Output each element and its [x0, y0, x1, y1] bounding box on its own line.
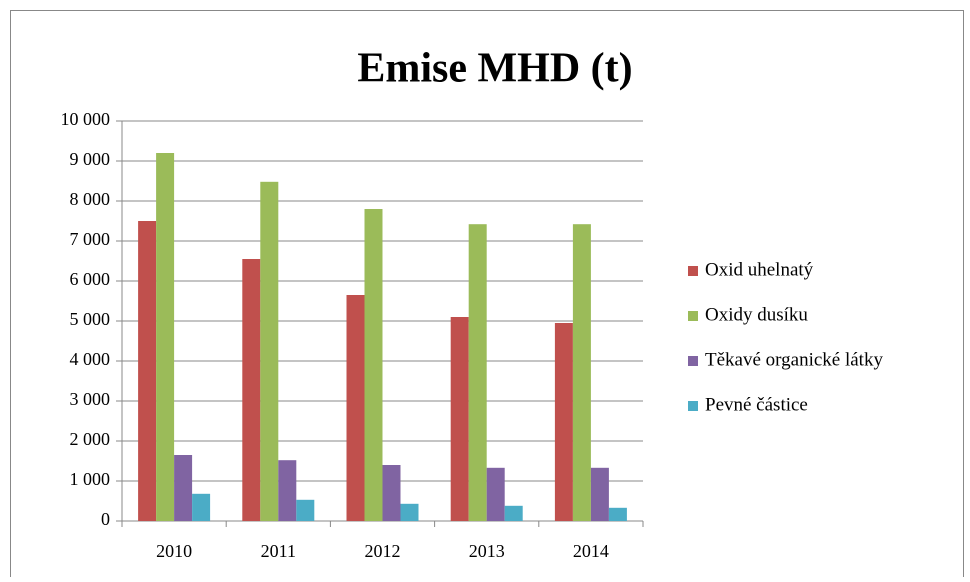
bar: [174, 455, 193, 521]
bar: [400, 503, 419, 521]
bar: [486, 467, 505, 521]
y-tick-label: 5 000: [70, 309, 111, 329]
bar: [138, 221, 157, 521]
x-tick-label: 2011: [261, 541, 296, 561]
y-tick-label: 8 000: [70, 189, 111, 209]
y-tick-label: 3 000: [70, 389, 111, 409]
x-tick-label: 2013: [469, 541, 505, 561]
y-tick-label: 0: [101, 509, 110, 529]
x-tick-label: 2014: [573, 541, 609, 561]
legend-label: Pevné částice: [705, 394, 808, 415]
bar: [590, 467, 609, 521]
y-tick-label: 9 000: [70, 149, 111, 169]
bar: [156, 153, 175, 521]
legend-label: Těkavé organické látky: [705, 349, 883, 370]
bar: [346, 295, 365, 521]
y-tick-label: 6 000: [70, 269, 111, 289]
x-tick-label: 2012: [365, 541, 401, 561]
bar: [278, 460, 297, 521]
bar: [608, 507, 627, 521]
chart-title: Emise MHD (t): [357, 46, 632, 92]
legend-label: Oxid uhelnatý: [705, 259, 814, 280]
bar: [504, 505, 523, 521]
bar: [450, 317, 469, 521]
bar: [572, 224, 591, 521]
bar: [364, 209, 383, 521]
legend-label: Oxidy dusíku: [705, 304, 808, 325]
bar: [192, 493, 211, 521]
x-tick-label: 2010: [156, 541, 192, 561]
bar: [260, 181, 279, 522]
legend-swatch: [688, 266, 698, 276]
bar: [554, 323, 573, 521]
bar: [242, 259, 261, 521]
legend-swatch: [688, 401, 698, 411]
y-tick-label: 2 000: [70, 429, 111, 449]
y-tick-label: 10 000: [61, 109, 111, 129]
y-tick-label: 7 000: [70, 229, 111, 249]
bar: [468, 224, 487, 521]
bar: [296, 499, 315, 521]
y-tick-label: 1 000: [70, 469, 111, 489]
bar: [382, 465, 401, 521]
legend-swatch: [688, 311, 698, 321]
y-tick-label: 4 000: [70, 349, 111, 369]
legend-swatch: [688, 356, 698, 366]
